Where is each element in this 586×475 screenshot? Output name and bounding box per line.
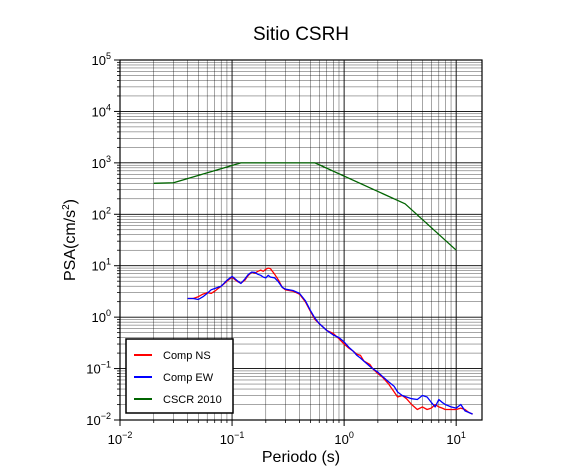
tick-exponent: 4 — [106, 102, 111, 112]
legend-label: Comp NS — [163, 350, 211, 362]
series-line-2 — [153, 162, 457, 251]
legend: Comp NS Comp EW CSCR 2010 — [125, 338, 234, 414]
y-tick-label: 100 — [92, 308, 111, 325]
x-tick-label: 100 — [334, 430, 353, 447]
tick-base: 10 — [86, 413, 100, 428]
x-tick-label: 101 — [446, 430, 465, 447]
tick-exponent: 1 — [461, 430, 466, 440]
y-tick-label: 104 — [92, 102, 111, 119]
x-tick-label: 10−1 — [220, 430, 245, 447]
tick-base: 10 — [220, 432, 234, 447]
y-axis-label-end: ) — [62, 199, 79, 204]
series-layer — [153, 162, 473, 415]
tick-exponent: 3 — [106, 154, 111, 164]
tick-base: 10 — [446, 432, 460, 447]
tick-base: 10 — [92, 310, 106, 325]
y-tick-label: 10−1 — [86, 360, 111, 377]
tick-base: 10 — [92, 207, 106, 222]
axis-ticks — [114, 59, 457, 426]
series-line-1 — [187, 271, 473, 415]
y-axis-label: PSA(cm/s2) — [61, 199, 79, 281]
tick-base: 10 — [108, 432, 122, 447]
y-tick-label: 10−2 — [86, 411, 111, 428]
tick-exponent: 1 — [106, 257, 111, 267]
tick-base: 10 — [92, 104, 106, 119]
tick-exponent: 5 — [106, 51, 111, 61]
chart-title: Sitio CSRH — [253, 24, 349, 45]
tick-base: 10 — [92, 156, 106, 171]
y-axis-label-main: PSA(cm/s — [62, 210, 79, 281]
tick-exponent: −2 — [122, 430, 132, 440]
tick-exponent: −1 — [101, 360, 111, 370]
tick-exponent: −1 — [234, 430, 244, 440]
y-tick-label: 103 — [92, 154, 111, 171]
y-tick-label: 105 — [92, 51, 111, 68]
tick-exponent: 2 — [106, 205, 111, 215]
tick-exponent: 0 — [349, 430, 354, 440]
tick-exponent: 0 — [106, 308, 111, 318]
tick-base: 10 — [92, 53, 106, 68]
tick-base: 10 — [92, 259, 106, 274]
y-tick-label: 101 — [92, 257, 111, 274]
y-tick-label: 102 — [92, 205, 111, 222]
legend-label: CSCR 2010 — [163, 394, 222, 406]
tick-base: 10 — [86, 362, 100, 377]
legend-label: Comp EW — [163, 372, 214, 384]
x-tick-label: 10−2 — [108, 430, 133, 447]
y-axis-label-superscript: 2 — [61, 204, 72, 210]
minor-grid — [120, 60, 482, 420]
x-axis-label: Periodo (s) — [262, 449, 340, 466]
plot-frame — [119, 59, 483, 421]
tick-exponent: −2 — [101, 411, 111, 421]
tick-base: 10 — [334, 432, 348, 447]
x-tick-labels: 10−2 10−1 100 101 — [108, 430, 466, 447]
